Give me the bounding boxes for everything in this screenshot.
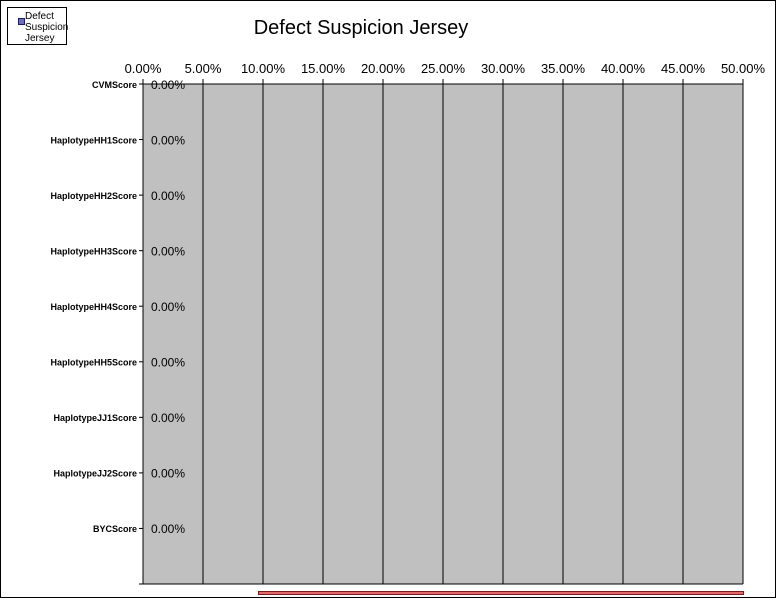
data-label: 0.00% (151, 189, 185, 203)
legend-swatch (18, 18, 25, 25)
x-tick-label: 35.00% (541, 61, 586, 76)
x-tick-label: 10.00% (241, 61, 286, 76)
y-category-label: HaplotypeHH3Score (50, 246, 137, 256)
x-tick-label: 20.00% (361, 61, 406, 76)
y-category-label: CVMScore (92, 80, 137, 90)
y-category-label: HaplotypeHH5Score (50, 358, 137, 368)
legend: Defect Suspicion Jersey (7, 7, 69, 45)
data-label: 0.00% (151, 78, 185, 92)
chart-title: Defect Suspicion Jersey (253, 17, 469, 39)
y-category-label: HaplotypeHH1Score (50, 135, 137, 145)
y-category-label: HaplotypeHH2Score (50, 191, 137, 201)
x-tick-label: 25.00% (421, 61, 466, 76)
x-tick-label: 15.00% (301, 61, 346, 76)
data-label: 0.00% (151, 411, 185, 425)
data-label: 0.00% (151, 300, 185, 314)
data-label: 0.00% (151, 522, 185, 536)
y-category-label: HaplotypeJJ1Score (53, 413, 137, 423)
y-category-label: BYCScore (93, 524, 137, 534)
x-tick-label: 50.00% (721, 61, 766, 76)
x-tick-label: 5.00% (185, 61, 222, 76)
x-tick-label: 40.00% (601, 61, 646, 76)
data-label: 0.00% (151, 133, 185, 147)
x-tick-label: 0.00% (125, 61, 162, 76)
y-category-label: HaplotypeJJ2Score (53, 469, 137, 479)
data-label: 0.00% (151, 467, 185, 481)
horizontal-scrollbar[interactable] (258, 591, 744, 595)
x-tick-label: 30.00% (481, 61, 526, 76)
data-label: 0.00% (151, 244, 185, 258)
data-label: 0.00% (151, 356, 185, 370)
x-tick-label: 45.00% (661, 61, 706, 76)
legend-label: Defect Suspicion Jersey (25, 11, 69, 44)
y-category-label: HaplotypeHH4Score (50, 302, 137, 312)
